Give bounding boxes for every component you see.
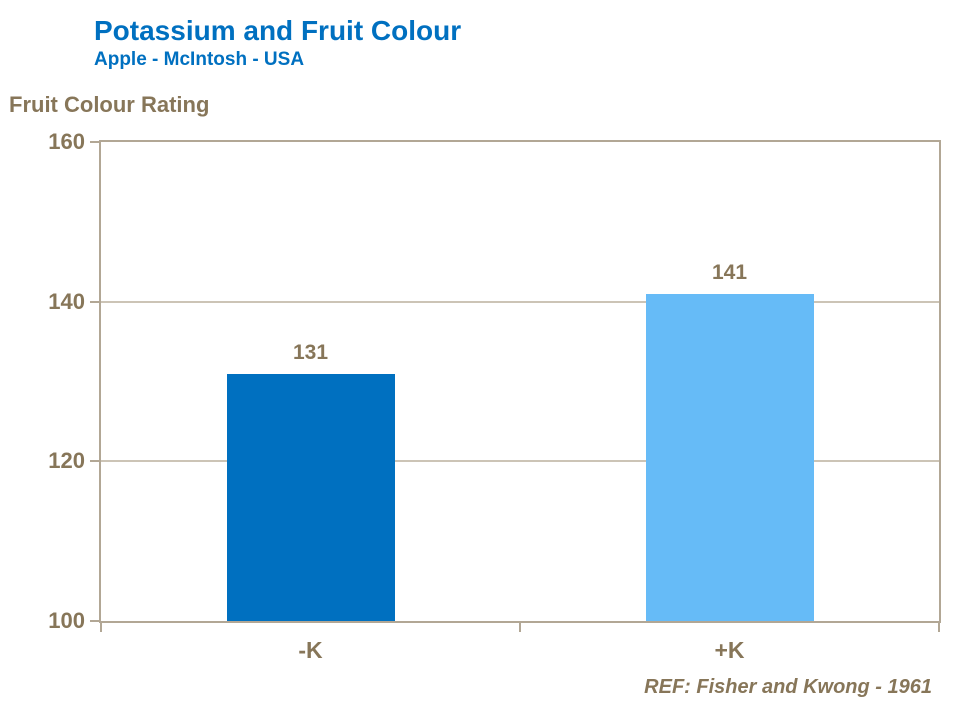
y-tick-label: 140 bbox=[48, 288, 85, 314]
x-tick-mark bbox=[519, 621, 521, 632]
bar bbox=[645, 293, 814, 621]
chart-title: Potassium and Fruit Colour bbox=[94, 15, 462, 46]
x-category-label: +K bbox=[714, 637, 745, 663]
bar-value-label: 131 bbox=[292, 340, 329, 364]
x-tick-mark bbox=[100, 621, 102, 632]
bar-value-label: 141 bbox=[711, 260, 748, 284]
y-tick-mark bbox=[90, 141, 101, 143]
y-tick-mark bbox=[90, 620, 101, 622]
x-category-label: -K bbox=[298, 637, 323, 663]
x-tick-mark bbox=[938, 621, 940, 632]
bar bbox=[226, 373, 395, 621]
y-axis-title: Fruit Colour Rating bbox=[9, 92, 210, 117]
plot-area: 131 141 bbox=[99, 140, 941, 623]
chart-subtitle: Apple - McIntosh - USA bbox=[94, 49, 305, 70]
y-tick-label: 160 bbox=[48, 129, 85, 154]
gridline bbox=[101, 300, 939, 303]
y-tick-mark bbox=[90, 300, 101, 303]
y-tick-label: 100 bbox=[48, 608, 85, 633]
gridline bbox=[101, 460, 939, 463]
y-tick-mark bbox=[90, 460, 101, 463]
y-tick-label: 120 bbox=[48, 448, 85, 474]
reference-text: REF: Fisher and Kwong - 1961 bbox=[644, 676, 932, 698]
